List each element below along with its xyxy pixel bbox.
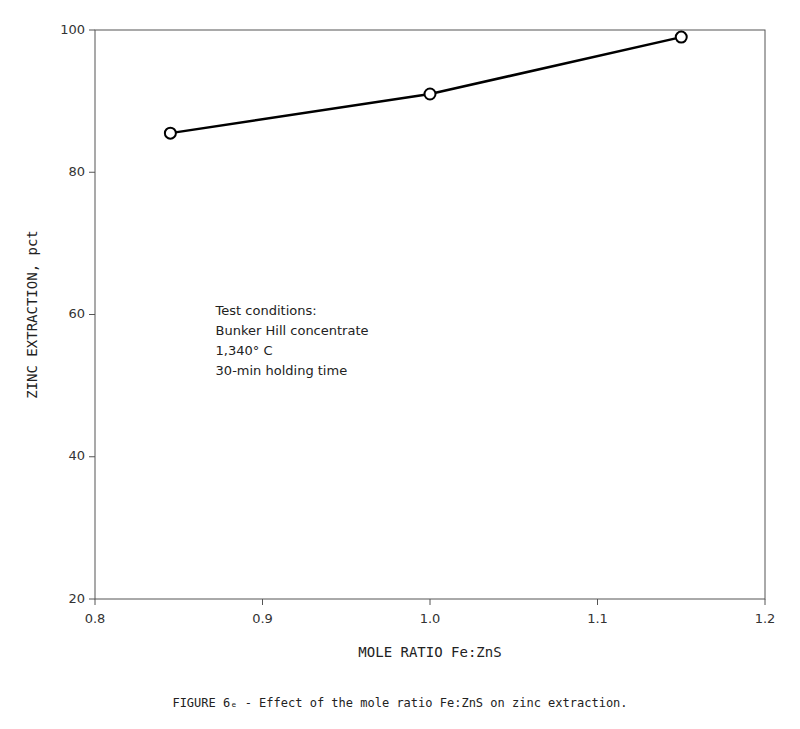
- y-tick: [89, 314, 95, 315]
- x-tick: [765, 599, 766, 605]
- x-tick-label: 1.1: [587, 611, 608, 626]
- data-point: [165, 128, 176, 139]
- x-tick: [262, 599, 263, 605]
- x-axis-label: MOLE RATIO Fe:ZnS: [358, 644, 501, 660]
- annotation: 1,340° C: [216, 343, 273, 358]
- chart-svg: 20 40 60 80 100 0.8 0.9 1.0 1.1 1.2 MOLE RATIO Fe:…: [0, 0, 800, 729]
- annotation: Bunker Hill concentrate: [216, 323, 369, 338]
- annotation: Test conditions:: [215, 303, 317, 318]
- plot-background: [95, 30, 765, 599]
- y-tick-label: 40: [68, 448, 85, 463]
- data-line: [170, 37, 681, 133]
- y-tick: [89, 172, 95, 173]
- data-group: [165, 32, 687, 139]
- plot-frame: [95, 30, 765, 599]
- caption: FIGURE 6ₑ - Effect of the mole ratio Fe:…: [172, 696, 627, 710]
- annotation-block: Test conditions: Bunker Hill concentrate 1…: [215, 303, 369, 378]
- y-tick: [89, 599, 95, 600]
- x-tick: [430, 599, 431, 605]
- y-tick: [89, 30, 95, 31]
- y-tick: [89, 456, 95, 457]
- data-point: [676, 32, 687, 43]
- y-tick-label: 20: [68, 591, 85, 606]
- x-tick: [95, 599, 96, 605]
- x-tick-label: 0.9: [252, 611, 273, 626]
- chart-container: 20 40 60 80 100 0.8 0.9 1.0 1.1 1.2 MOLE RATIO Fe:…: [0, 0, 800, 729]
- y-axis-label: ZINC EXTRACTION, pct: [24, 230, 40, 399]
- annotation: 30-min holding time: [216, 363, 348, 378]
- y-tick-label: 60: [68, 306, 85, 321]
- data-point: [425, 89, 436, 100]
- y-tick-label: 80: [68, 164, 85, 179]
- x-tick: [597, 599, 598, 605]
- x-tick-label: 1.0: [420, 611, 441, 626]
- axes: 20 40 60 80 100 0.8 0.9 1.0 1.1 1.2: [60, 22, 775, 627]
- y-tick-label: 100: [60, 22, 85, 37]
- x-tick-label: 1.2: [755, 611, 776, 626]
- x-tick-label: 0.8: [85, 611, 106, 626]
